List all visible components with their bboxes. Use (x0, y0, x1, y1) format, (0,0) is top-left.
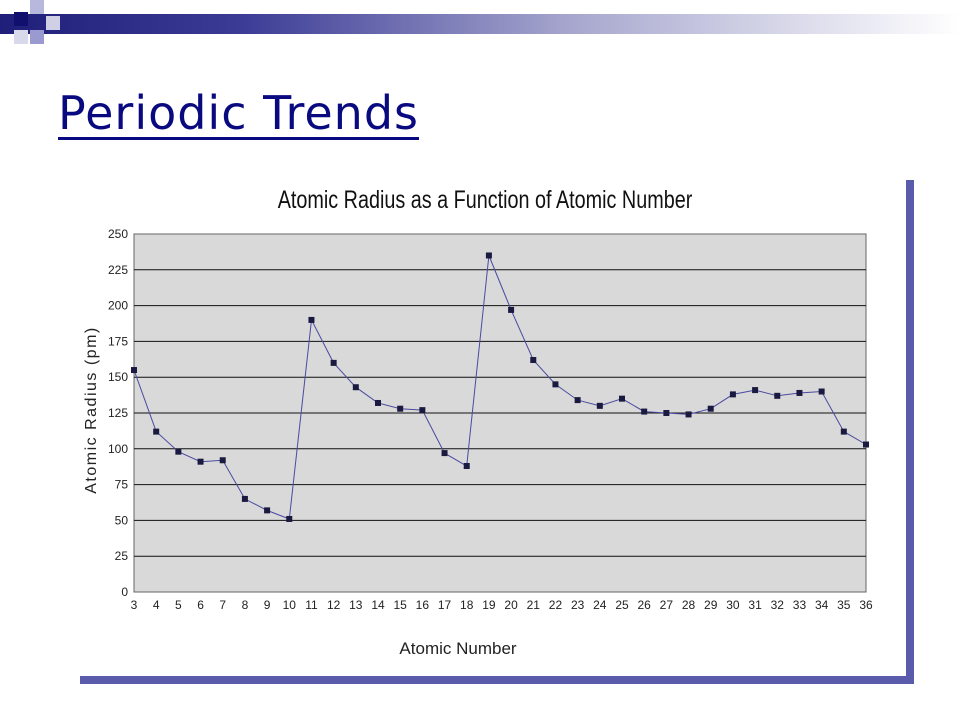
x-tick-label: 33 (793, 598, 807, 612)
y-tick-label: 75 (115, 478, 129, 492)
x-tick-label: 4 (153, 598, 160, 612)
data-point (685, 411, 692, 418)
data-point (707, 405, 714, 412)
data-point (774, 392, 781, 399)
x-tick-label: 32 (771, 598, 785, 612)
y-tick-label: 125 (108, 406, 128, 420)
data-point (219, 457, 226, 464)
x-tick-label: 34 (815, 598, 829, 612)
data-point (796, 389, 803, 396)
data-point (752, 387, 759, 394)
x-tick-label: 19 (482, 598, 496, 612)
data-point (308, 316, 315, 323)
data-point (286, 515, 293, 522)
data-point (153, 428, 160, 435)
y-tick-label: 100 (108, 442, 128, 456)
x-tick-label: 7 (219, 598, 226, 612)
data-point (241, 495, 248, 502)
x-tick-label: 26 (638, 598, 652, 612)
slide-title: Periodic Trends (58, 86, 419, 140)
data-point (197, 458, 204, 465)
x-tick-label: 5 (175, 598, 182, 612)
x-tick-label: 31 (748, 598, 762, 612)
x-tick-label: 29 (704, 598, 718, 612)
deco-square (46, 16, 60, 30)
x-tick-label: 17 (438, 598, 452, 612)
x-tick-label: 36 (859, 598, 873, 612)
data-point (175, 448, 182, 455)
x-tick-label: 16 (416, 598, 430, 612)
x-tick-labels: 3 4 5 6 7 8 9 10 11 12 13 14 15 16 17 18 19 20 21 22 23 24 25 2… (131, 598, 873, 612)
x-tick-label: 30 (726, 598, 740, 612)
data-point (818, 388, 825, 395)
data-point (375, 399, 381, 406)
data-points (131, 252, 869, 522)
data-point (397, 405, 404, 412)
data-point (641, 408, 648, 415)
data-point (596, 402, 603, 409)
chart-frame: Atomic Radius as a Function of Atomic Nu… (72, 172, 906, 676)
data-point (530, 357, 537, 364)
atomic-radius-chart: Atomic Radius as a Function of Atomic Nu… (83, 185, 873, 658)
y-axis-label: Atomic Radius (pm) (83, 326, 100, 493)
data-point (352, 384, 359, 391)
data-point (729, 391, 736, 398)
corner-decoration (0, 0, 80, 60)
x-tick-label: 3 (131, 598, 138, 612)
y-tick-label: 250 (108, 227, 128, 241)
y-tick-label: 225 (108, 263, 128, 277)
x-tick-label: 18 (460, 598, 474, 612)
data-point (663, 410, 670, 416)
x-tick-label: 10 (283, 598, 297, 612)
x-tick-label: 9 (264, 598, 271, 612)
x-tick-label: 23 (571, 598, 585, 612)
y-tick-label: 200 (108, 299, 128, 313)
x-tick-label: 25 (615, 598, 629, 612)
x-axis-label: Atomic Number (399, 639, 516, 658)
x-tick-label: 35 (837, 598, 851, 612)
x-tick-label: 20 (504, 598, 518, 612)
x-tick-label: 15 (394, 598, 408, 612)
data-point (552, 381, 559, 388)
deco-square (30, 30, 44, 44)
x-tick-label: 27 (660, 598, 674, 612)
x-tick-label: 21 (527, 598, 541, 612)
data-point (863, 441, 869, 448)
data-point (574, 397, 581, 404)
x-tick-label: 6 (197, 598, 204, 612)
x-tick-label: 28 (682, 598, 696, 612)
data-point (264, 507, 271, 514)
x-tick-label: 11 (305, 598, 318, 612)
deco-square (14, 30, 28, 44)
y-tick-label: 150 (108, 370, 128, 384)
data-point (508, 306, 515, 313)
x-tick-label: 22 (549, 598, 563, 612)
y-tick-label: 50 (115, 513, 129, 527)
x-tick-label: 24 (593, 598, 607, 612)
data-point (840, 428, 847, 435)
y-tick-label: 175 (108, 334, 128, 348)
gridlines (134, 269, 866, 557)
data-point (131, 367, 137, 374)
series-line (133, 255, 867, 520)
data-point (441, 450, 448, 457)
chart-title: Atomic Radius as a Function of Atomic Nu… (278, 185, 693, 214)
data-point (330, 359, 337, 366)
x-tick-label: 14 (371, 598, 385, 612)
header-band (0, 14, 960, 34)
y-tick-labels: 0 25 50 75 100 125 150 175 200 225 250 (108, 227, 128, 599)
data-point (485, 252, 492, 259)
data-point (419, 407, 426, 414)
data-point (463, 462, 470, 469)
x-tick-label: 12 (327, 598, 341, 612)
x-tick-label: 13 (349, 598, 363, 612)
data-point (619, 395, 625, 402)
y-tick-label: 25 (115, 549, 129, 563)
x-tick-label: 8 (242, 598, 249, 612)
y-tick-label: 0 (121, 585, 128, 599)
deco-square (30, 0, 44, 14)
deco-square (14, 12, 28, 26)
